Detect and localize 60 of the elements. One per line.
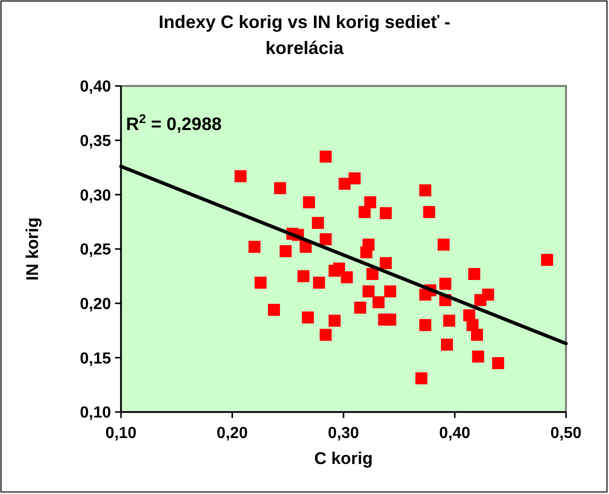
point: [362, 285, 375, 298]
y-tick-label: 0,20: [80, 296, 112, 313]
point: [328, 314, 341, 327]
annotation: R$^{2}$ = 0,2988: [126, 112, 222, 134]
point: [415, 372, 428, 384]
point: [358, 206, 371, 218]
x-axis-title: C korig: [314, 449, 373, 468]
point: [313, 276, 326, 289]
point: [384, 314, 396, 326]
point: [302, 311, 314, 324]
point: [280, 245, 292, 258]
point: [439, 278, 452, 290]
point: [471, 328, 483, 341]
point: [254, 276, 267, 289]
point: [268, 304, 280, 316]
point: [297, 270, 310, 282]
point: [320, 233, 332, 246]
point: [443, 314, 456, 327]
point: [372, 296, 385, 308]
point: [423, 206, 436, 218]
point: [468, 268, 480, 280]
x-tick-label: 0,20: [216, 425, 248, 442]
point: [492, 357, 504, 370]
y-axis-title: IN korig: [23, 217, 42, 281]
point: [312, 216, 324, 229]
x-tick-label: 0,30: [328, 425, 360, 442]
point: [419, 319, 432, 332]
x-tick-label: 0,40: [439, 425, 470, 442]
point: [340, 271, 353, 284]
y-tick-label: 0,30: [80, 187, 112, 204]
point: [338, 178, 351, 190]
point: [419, 184, 432, 196]
point: [274, 182, 286, 194]
point: [360, 246, 372, 258]
point: [472, 350, 484, 363]
point: [300, 240, 312, 253]
x-tick-label: 0,10: [105, 425, 137, 442]
point: [384, 285, 396, 298]
point: [234, 170, 247, 182]
chart-title: Indexy C korig vs IN korig sedieť - korelácia: [158, 12, 450, 58]
point: [354, 302, 366, 314]
y-tick-label: 0,35: [80, 132, 112, 150]
y-tick-label: 0,40: [80, 78, 112, 96]
point: [541, 254, 554, 266]
point: [248, 240, 260, 253]
y-tick-label: 0,10: [80, 404, 112, 422]
point: [380, 257, 392, 270]
point: [440, 338, 453, 351]
point: [438, 238, 450, 251]
point: [380, 207, 392, 220]
point: [320, 328, 332, 341]
point: [348, 172, 361, 184]
y-tick-label: 0,25: [80, 242, 112, 259]
point: [366, 268, 378, 280]
y-tick-label: 0,15: [80, 350, 112, 368]
point: [320, 150, 332, 163]
x-tick-label: 0,50: [550, 425, 582, 442]
point: [333, 262, 346, 275]
point: [303, 196, 316, 208]
point: [474, 294, 486, 306]
